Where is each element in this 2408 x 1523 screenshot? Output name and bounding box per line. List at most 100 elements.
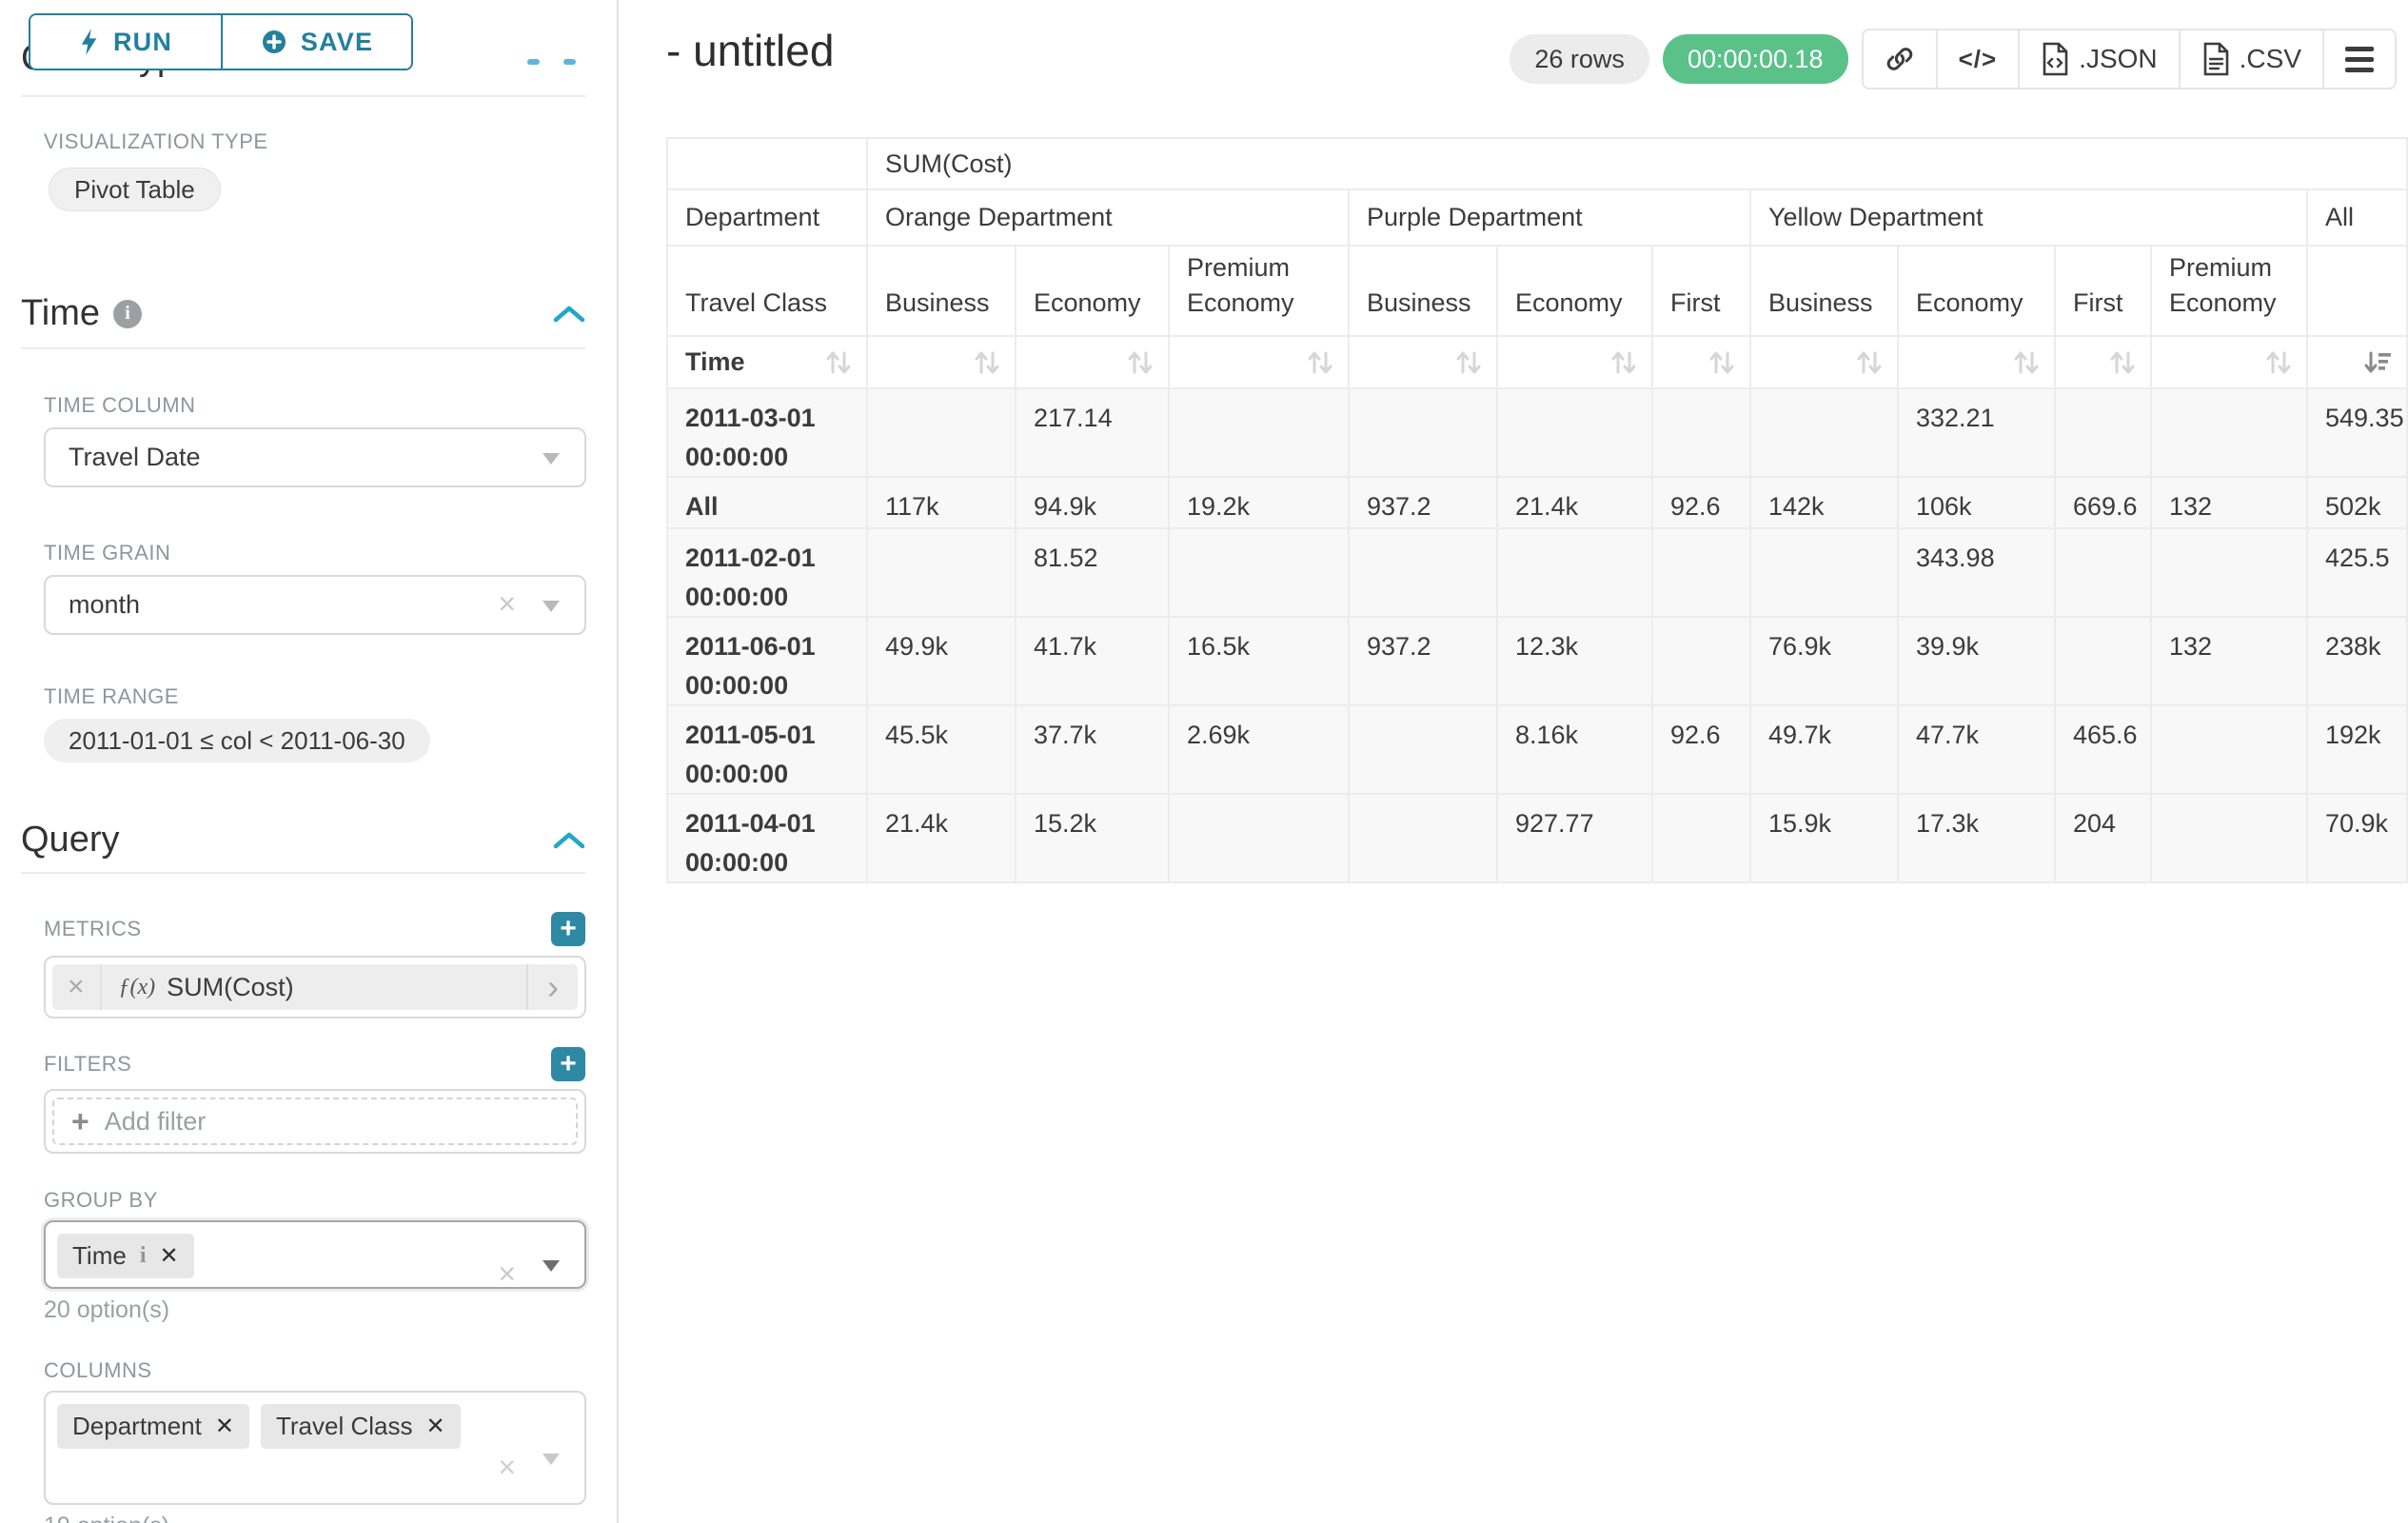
corner-cell <box>666 137 868 190</box>
export-json-label: .JSON <box>2079 44 2158 73</box>
sort-icon[interactable] <box>1609 349 1638 376</box>
sort-icon[interactable] <box>1855 349 1884 376</box>
filters-label: FILTERS <box>44 1052 132 1076</box>
sort-cell[interactable] <box>1015 335 1170 389</box>
copy-link-button[interactable] <box>1864 30 1936 88</box>
value-cell: 117k <box>866 476 1016 529</box>
value-cell: 37.7k <box>1015 704 1170 795</box>
sort-cell[interactable] <box>1496 335 1653 389</box>
columns-options-note: 19 option(s) <box>44 1513 585 1523</box>
value-cell <box>1168 527 1350 618</box>
section-divider <box>21 872 585 874</box>
value-cell: 343.98 <box>1897 527 2056 618</box>
sort-cell[interactable] <box>2150 335 2308 389</box>
value-cell <box>1348 387 1498 478</box>
filters-container: + Add filter <box>44 1089 586 1154</box>
clear-icon[interactable]: × <box>498 1256 516 1291</box>
columns-select[interactable]: Department ✕ Travel Class ✕ × <box>44 1391 586 1505</box>
more-options-button[interactable] <box>2322 30 2395 88</box>
chevron-up-icon[interactable] <box>553 831 585 850</box>
sort-cell-active[interactable] <box>2305 335 2408 389</box>
info-icon: i <box>113 299 143 328</box>
remove-tag-icon[interactable]: ✕ <box>425 1414 445 1439</box>
value-cell <box>2150 387 2308 478</box>
sort-cell[interactable] <box>866 335 1016 389</box>
clear-icon[interactable]: × <box>498 1450 516 1484</box>
sort-icon[interactable] <box>1707 349 1736 376</box>
query-section-header[interactable]: Query <box>21 820 585 860</box>
row-header-cell: 2011-05-01 00:00:00 <box>666 704 868 795</box>
chevron-up-icon[interactable] <box>553 305 585 324</box>
selected-option-tag[interactable]: Department ✕ <box>57 1404 249 1449</box>
sort-cell[interactable] <box>1168 335 1350 389</box>
sort-icon[interactable] <box>824 349 853 376</box>
value-cell: 332.21 <box>1897 387 2056 478</box>
selected-option-tag[interactable]: Time i ✕ <box>57 1234 194 1278</box>
remove-tag-icon[interactable]: ✕ <box>159 1243 179 1269</box>
remove-tag-icon[interactable]: ✕ <box>214 1414 234 1439</box>
sort-cell[interactable] <box>1651 335 1751 389</box>
plus-circle-icon <box>262 30 286 53</box>
value-cell: 15.2k <box>1015 793 1170 883</box>
sort-icon[interactable] <box>1454 349 1483 376</box>
time-column-select[interactable]: Travel Date <box>44 427 586 487</box>
query-timer-badge: 00:00:00.18 <box>1662 34 1848 84</box>
time-section-header[interactable]: Time i <box>21 293 585 334</box>
sort-icon[interactable] <box>2012 349 2041 376</box>
sort-cell[interactable] <box>1749 335 1899 389</box>
value-cell: 106k <box>1897 476 2056 529</box>
sort-icon[interactable] <box>973 349 1001 376</box>
collapsed-icon-fragment <box>563 59 576 65</box>
run-button-label: RUN <box>112 27 173 56</box>
time-grain-select[interactable]: month × <box>44 575 586 635</box>
time-range-value[interactable]: 2011-01-01 ≤ col < 2011-06-30 <box>44 719 430 762</box>
sort-icon[interactable] <box>2108 349 2137 376</box>
selected-option-tag[interactable]: Travel Class ✕ <box>260 1404 461 1449</box>
group-by-select[interactable]: Time i ✕ × <box>44 1220 586 1291</box>
value-cell: 937.2 <box>1348 616 1498 706</box>
sort-cell[interactable] <box>2054 335 2152 389</box>
add-filter-dropzone[interactable]: + Add filter <box>52 1098 578 1145</box>
group-by-label: GROUP BY <box>44 1188 158 1212</box>
sort-cell[interactable] <box>1897 335 2056 389</box>
value-cell <box>1749 527 1899 618</box>
tag-label: Time <box>72 1241 127 1270</box>
value-cell: 937.2 <box>1348 476 1498 529</box>
remove-metric-icon[interactable]: × <box>52 964 102 1010</box>
table-row: 2011-06-01 00:00:00 49.9k 41.7k 16.5k 937.2 1… <box>666 616 2408 706</box>
save-button[interactable]: SAVE <box>221 15 411 69</box>
sort-cell[interactable] <box>1348 335 1498 389</box>
sort-icon[interactable] <box>1306 349 1334 376</box>
visualization-type-value[interactable]: Pivot Table <box>49 168 221 211</box>
view-query-button[interactable]: </> <box>1935 30 2019 88</box>
group-header-cell: All <box>2305 188 2408 247</box>
value-cell: 425.5 <box>2305 527 2408 618</box>
pivot-table-container: SUM(Cost) Department Orange Department Purp… <box>666 137 2408 883</box>
section-divider <box>21 347 585 349</box>
export-csv-button[interactable]: .CSV <box>2178 30 2322 88</box>
sidebar-top: Chart Type RUN SAVE <box>21 0 585 97</box>
group-by-options-note: 20 option(s) <box>44 1296 170 1323</box>
metric-item[interactable]: × ƒ(x) SUM(Cost) › <box>52 964 578 1010</box>
value-cell: 12.3k <box>1496 616 1653 706</box>
add-metric-button[interactable]: + <box>551 912 585 946</box>
time-sort-cell[interactable]: Time <box>666 335 868 389</box>
link-icon <box>1886 48 1912 70</box>
value-cell <box>1496 387 1653 478</box>
chevron-right-icon[interactable]: › <box>526 964 578 1010</box>
time-grain-label: TIME GRAIN <box>44 541 171 564</box>
collapsed-icon-fragment <box>527 59 540 65</box>
sort-icon[interactable] <box>1126 349 1155 376</box>
export-json-button[interactable]: .JSON <box>2018 30 2178 88</box>
chart-title[interactable]: - untitled <box>666 26 835 75</box>
column-header-cell: Premium Economy <box>1168 245 1350 337</box>
add-filter-button[interactable]: + <box>551 1047 585 1081</box>
code-icon: </> <box>1958 44 1998 73</box>
sort-icon[interactable] <box>2264 349 2293 376</box>
sort-desc-icon[interactable] <box>2362 349 2393 376</box>
clear-icon[interactable]: × <box>498 585 516 621</box>
value-cell <box>2150 527 2308 618</box>
run-button[interactable]: RUN <box>30 15 221 69</box>
value-cell: 927.77 <box>1496 793 1653 883</box>
